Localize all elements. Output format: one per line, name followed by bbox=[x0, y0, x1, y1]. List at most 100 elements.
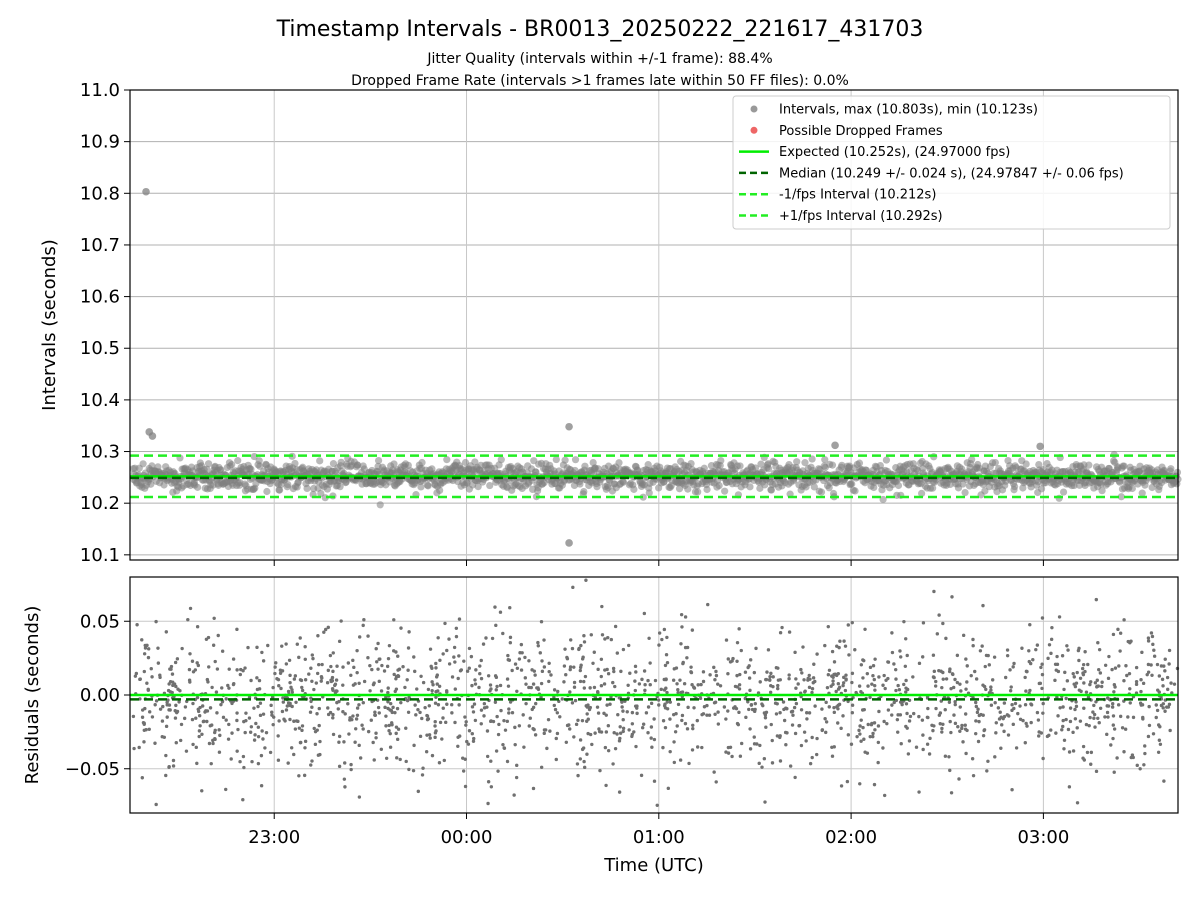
residual-point bbox=[494, 749, 499, 753]
residual-point bbox=[1118, 714, 1123, 719]
residual-point bbox=[281, 700, 286, 704]
residual-point bbox=[555, 711, 560, 715]
residual-point bbox=[484, 636, 488, 640]
residual-point bbox=[396, 668, 400, 672]
residual-point bbox=[292, 677, 297, 681]
residual-point bbox=[859, 739, 863, 743]
residual-point bbox=[285, 704, 290, 708]
residual-point bbox=[665, 707, 670, 711]
residual-point bbox=[1113, 666, 1118, 670]
intervals-y-tick-label: 11.0 bbox=[80, 80, 120, 101]
residual-point bbox=[1082, 758, 1087, 762]
residual-point bbox=[1089, 762, 1093, 766]
residual-point bbox=[450, 702, 454, 707]
residual-point bbox=[768, 674, 772, 679]
residual-point bbox=[832, 745, 836, 749]
residual-point bbox=[1085, 750, 1090, 755]
residual-point bbox=[1011, 665, 1015, 669]
residual-point bbox=[1165, 705, 1169, 709]
residual-point bbox=[293, 727, 298, 731]
residual-point bbox=[519, 642, 524, 647]
residual-point bbox=[337, 740, 341, 744]
residual-point bbox=[1110, 667, 1114, 672]
residual-point bbox=[353, 740, 357, 744]
interval-point bbox=[561, 456, 569, 464]
residual-point bbox=[313, 729, 318, 734]
residual-point bbox=[220, 649, 225, 653]
residual-point bbox=[178, 738, 183, 743]
residual-point bbox=[370, 667, 374, 672]
residual-point bbox=[581, 746, 586, 750]
residual-point bbox=[663, 663, 668, 668]
residual-point bbox=[303, 746, 307, 750]
residual-point bbox=[158, 675, 162, 680]
residual-point bbox=[290, 688, 294, 692]
residual-point bbox=[355, 706, 360, 710]
residual-point bbox=[947, 700, 952, 704]
residual-point bbox=[949, 686, 953, 691]
residual-point bbox=[621, 729, 625, 734]
residual-point bbox=[1109, 743, 1113, 747]
residual-point bbox=[445, 648, 449, 653]
residual-point bbox=[1071, 671, 1075, 676]
residual-point bbox=[961, 633, 966, 638]
residual-point bbox=[173, 660, 178, 665]
residual-point bbox=[302, 773, 307, 778]
residual-point bbox=[292, 719, 296, 723]
residual-point bbox=[676, 702, 681, 707]
residual-point bbox=[1147, 723, 1152, 728]
residual-point bbox=[331, 716, 335, 720]
residual-point bbox=[463, 784, 468, 789]
residual-point bbox=[980, 644, 984, 648]
residual-point bbox=[522, 745, 526, 749]
residual-point bbox=[197, 713, 202, 718]
residual-point bbox=[198, 705, 202, 710]
interval-point bbox=[418, 458, 426, 467]
residual-point bbox=[266, 643, 270, 648]
residual-point bbox=[692, 706, 696, 710]
residual-point bbox=[701, 679, 706, 684]
residual-point bbox=[738, 672, 742, 677]
residual-point bbox=[1024, 721, 1028, 726]
residual-point bbox=[430, 753, 435, 758]
residual-point bbox=[602, 682, 607, 686]
residual-point bbox=[737, 710, 741, 715]
residual-point bbox=[886, 660, 891, 664]
residual-point bbox=[473, 682, 478, 686]
residual-point bbox=[334, 678, 339, 682]
residual-point bbox=[881, 746, 885, 750]
residual-point bbox=[674, 666, 679, 670]
residual-point bbox=[138, 677, 142, 681]
residual-point bbox=[1123, 727, 1128, 731]
interval-point bbox=[855, 459, 864, 467]
residual-point bbox=[986, 759, 990, 764]
residual-point bbox=[1111, 736, 1115, 741]
interval-point bbox=[687, 459, 695, 468]
residual-point bbox=[883, 686, 887, 691]
residual-point bbox=[808, 761, 813, 766]
residual-point bbox=[1172, 682, 1177, 686]
residual-point bbox=[217, 750, 222, 754]
residual-point bbox=[213, 659, 217, 664]
residual-point bbox=[754, 646, 758, 651]
residual-point bbox=[1063, 670, 1067, 675]
residual-point bbox=[154, 619, 158, 624]
residual-point bbox=[844, 678, 848, 682]
residual-point bbox=[1036, 718, 1041, 722]
residual-point bbox=[264, 730, 269, 735]
residual-point bbox=[832, 660, 837, 664]
residual-point bbox=[920, 655, 925, 659]
residual-point bbox=[892, 700, 896, 705]
residual-point bbox=[1122, 618, 1126, 622]
residual-point bbox=[242, 765, 246, 770]
interval-point bbox=[234, 457, 242, 465]
residual-point bbox=[524, 682, 528, 686]
residual-point bbox=[342, 777, 347, 781]
residual-point bbox=[665, 700, 669, 704]
residual-point bbox=[564, 740, 569, 744]
legend-marker bbox=[750, 105, 758, 113]
residual-point bbox=[824, 730, 828, 735]
residual-point bbox=[421, 680, 426, 685]
residual-point bbox=[1061, 724, 1065, 729]
residual-point bbox=[699, 682, 703, 687]
